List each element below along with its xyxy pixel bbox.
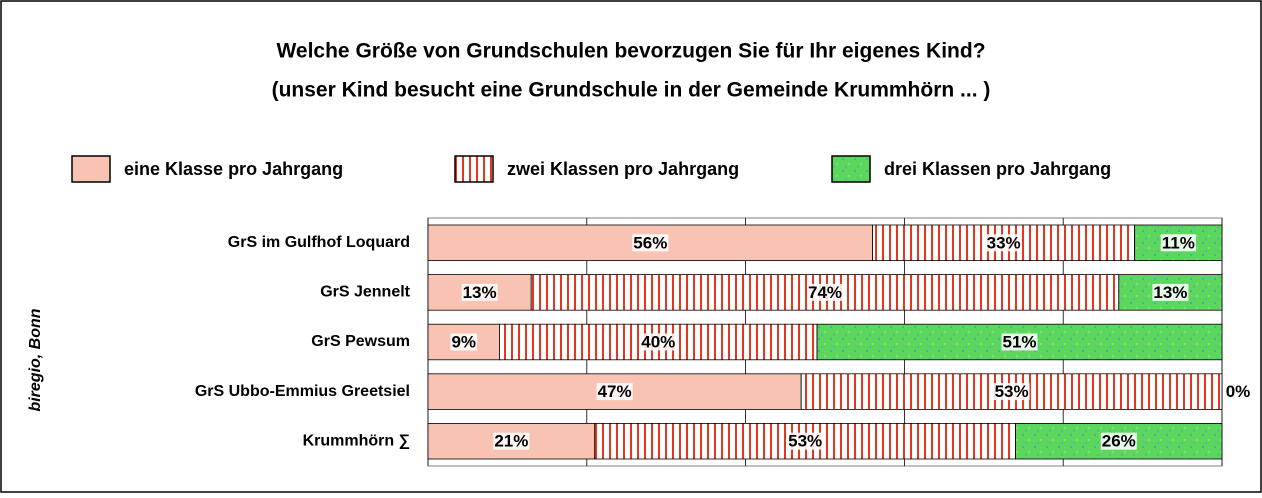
legend-swatch xyxy=(71,155,111,183)
value-label: 11% xyxy=(1162,233,1195,252)
chart-subtitle: (unser Kind besucht eine Grundschule in … xyxy=(272,79,991,102)
value-label: 33% xyxy=(987,233,1021,252)
value-label-bg xyxy=(1224,383,1252,401)
source-note: biregio, Bonn xyxy=(27,308,44,411)
y-tick-label: GrS Pewsum xyxy=(311,333,410,350)
y-tick-label: GrS Jennelt xyxy=(320,284,410,301)
value-label: 56% xyxy=(633,233,667,252)
value-label-bg xyxy=(493,432,530,450)
bar-segment xyxy=(427,274,532,311)
legend-label: eine Klasse pro Jahrgang xyxy=(124,159,343,179)
value-label-bg xyxy=(1152,283,1189,301)
value-label: 21% xyxy=(494,432,528,451)
value-label: 0% xyxy=(1226,382,1251,401)
bar-segment xyxy=(872,224,1136,261)
value-label: 51% xyxy=(1003,332,1037,351)
value-label-bg xyxy=(787,432,824,450)
value-label: 13% xyxy=(1153,283,1187,302)
value-label-bg xyxy=(596,383,633,401)
value-label-bg xyxy=(1100,432,1137,450)
chart-title: Welche Größe von Grundschulen bevorzugen… xyxy=(276,40,985,63)
value-label-bg xyxy=(450,333,478,351)
value-label-bg xyxy=(632,234,669,252)
value-label: 26% xyxy=(1102,432,1136,451)
value-label: 13% xyxy=(463,283,497,302)
value-label-bg xyxy=(985,234,1022,252)
y-tick-label: GrS Ubbo-Emmius Greetsiel xyxy=(195,383,410,400)
value-label: 47% xyxy=(598,382,632,401)
value-label-bg xyxy=(640,333,677,351)
value-label-bg xyxy=(993,383,1030,401)
legend-label: zwei Klassen pro Jahrgang xyxy=(507,159,739,179)
value-label-bg xyxy=(1001,333,1038,351)
value-label-bg xyxy=(806,283,844,301)
legend-swatch xyxy=(454,155,494,183)
y-tick-label: GrS im Gulfhof Loquard xyxy=(228,234,410,251)
value-label: 53% xyxy=(788,432,822,451)
value-label: 74% xyxy=(808,283,842,302)
y-tick-label: Krummhörn ∑ xyxy=(303,432,410,449)
value-label: 40% xyxy=(641,332,675,351)
legend-swatch xyxy=(831,155,871,183)
value-label: 9% xyxy=(451,332,476,351)
value-label: 53% xyxy=(995,382,1029,401)
legend-label: drei Klassen pro Jahrgang xyxy=(884,159,1111,179)
value-label-bg xyxy=(1160,234,1196,252)
value-label-bg xyxy=(461,283,498,301)
